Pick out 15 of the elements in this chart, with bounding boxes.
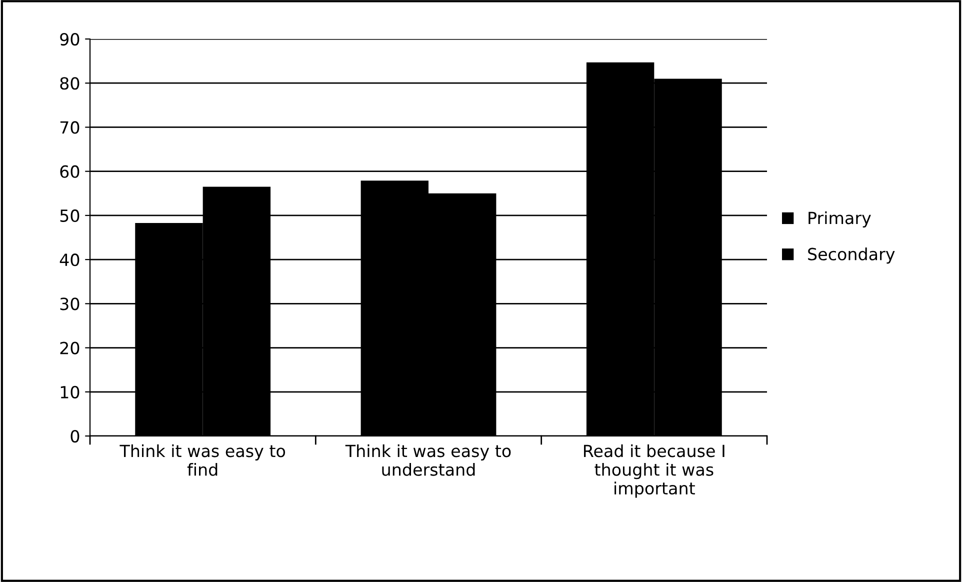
y-tick-label: 30 bbox=[60, 298, 80, 310]
y-tick-label: 20 bbox=[60, 342, 80, 354]
x-tick-label: Think it was easy to understand bbox=[345, 444, 511, 476]
y-tick-label: 70 bbox=[60, 121, 80, 134]
legend-label: Secondary bbox=[808, 248, 895, 264]
x-tick-label: Think it was easy to find bbox=[120, 444, 286, 476]
y-tick-label: 50 bbox=[60, 209, 80, 222]
y-tick-label: 60 bbox=[60, 165, 80, 178]
y-tick-label: 0 bbox=[70, 430, 80, 443]
y-tick-label: 80 bbox=[60, 77, 80, 90]
x-tick-label: Read it because I thought it was important bbox=[584, 444, 724, 498]
y-tick-label: 40 bbox=[60, 254, 80, 266]
legend-label: Primary bbox=[808, 211, 871, 228]
y-tick-label: 10 bbox=[60, 386, 80, 398]
y-tick-label: 90 bbox=[60, 32, 80, 46]
